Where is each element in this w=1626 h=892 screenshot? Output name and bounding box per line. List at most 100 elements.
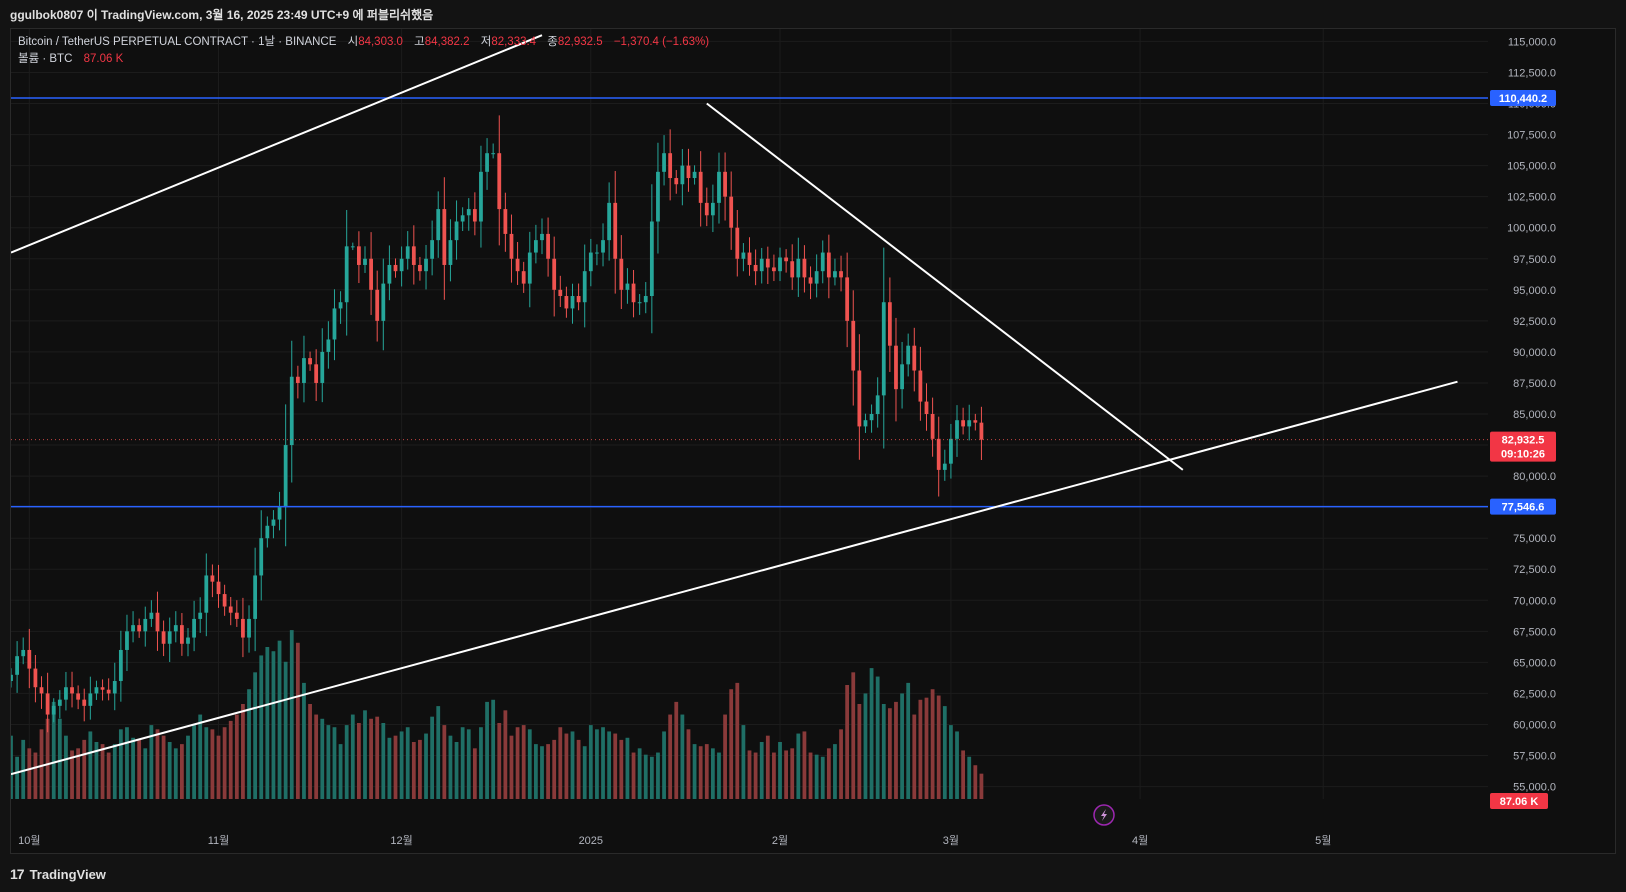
volume-bar	[857, 704, 862, 799]
volume-bar	[228, 720, 233, 799]
tradingview-logo-icon: 17	[10, 866, 25, 882]
volume-bar	[442, 725, 447, 799]
volume-bar	[546, 744, 550, 799]
candle-body	[912, 345, 917, 371]
candle-body	[198, 612, 203, 619]
volume-bar	[515, 727, 520, 799]
candle-body	[778, 257, 782, 272]
candle-body	[735, 227, 740, 259]
candle-body	[112, 681, 117, 694]
volume-bar	[692, 744, 697, 799]
volume-bar	[186, 735, 190, 799]
time-tick-label: 10월	[18, 834, 40, 847]
time-tick-label: 11월	[208, 834, 230, 847]
price-tick-label: 75,000.0	[1513, 533, 1556, 545]
volume-bar	[686, 729, 691, 799]
volume-bar	[70, 750, 74, 799]
candle-body	[521, 271, 526, 284]
volume-bar	[698, 746, 703, 799]
candle-body	[729, 196, 734, 228]
volume-bar	[961, 750, 966, 799]
volume-bar	[833, 744, 837, 799]
volume-bar	[222, 727, 227, 799]
price-tick-label: 70,000.0	[1513, 595, 1556, 607]
volume-bar	[863, 693, 868, 799]
volume-bar	[430, 716, 435, 799]
candle-body	[350, 246, 355, 248]
volume-bar	[637, 748, 642, 799]
volume-bar	[887, 708, 892, 799]
candle-body	[503, 209, 508, 234]
footer-brand[interactable]: 17 TradingView	[10, 866, 106, 882]
volume-bar	[216, 735, 221, 799]
volume-bar	[393, 735, 398, 799]
candle-body	[546, 233, 550, 259]
candle-body	[356, 246, 361, 265]
volume-bar	[491, 699, 496, 799]
volume-bar	[704, 744, 709, 799]
candle-body	[491, 153, 496, 155]
volume-bar	[399, 731, 404, 799]
lightning-icon[interactable]	[1093, 804, 1115, 826]
candle-body	[338, 302, 343, 309]
high-value: 84,382.2	[424, 36, 470, 48]
candle-body	[875, 395, 880, 414]
candle-body	[967, 420, 972, 427]
candle-body	[894, 345, 898, 390]
price-axis[interactable]: 115,000.0112,500.0110,000.0107,500.0105,…	[1507, 36, 1556, 793]
volume-badge-label: 87.06 K	[1500, 796, 1539, 808]
volume-bar	[503, 710, 508, 799]
price-tick-label: 57,500.0	[1513, 751, 1556, 763]
volume-bar	[509, 735, 514, 799]
candle-body	[955, 420, 959, 439]
volume-bar	[552, 739, 557, 799]
volume-bar	[277, 640, 282, 799]
candle-body	[833, 271, 837, 278]
candle-body	[155, 612, 160, 632]
volume-bar	[820, 756, 825, 799]
volume-bar	[21, 739, 26, 799]
volume-bar	[845, 685, 850, 799]
volume-bar	[656, 752, 660, 799]
trendline	[706, 102, 1184, 471]
price-tick-label: 60,000.0	[1513, 719, 1556, 731]
volume-bar	[33, 752, 38, 799]
volume-bar	[149, 725, 154, 799]
volume-bar	[88, 731, 93, 799]
candle-body	[540, 233, 544, 241]
volume-bar	[564, 733, 569, 799]
candle-body	[613, 202, 618, 259]
time-tick-label: 5월	[1315, 834, 1331, 847]
volume-label[interactable]: 볼륨 · BTC	[18, 53, 73, 65]
candle-body	[533, 240, 538, 253]
candle-body	[70, 687, 74, 694]
volume-bar	[143, 748, 148, 799]
symbol-title[interactable]: Bitcoin / TetherUS PERPETUAL CONTRACT · …	[18, 36, 337, 48]
candle-body	[161, 631, 166, 644]
volume-bar	[356, 723, 361, 799]
low-label: 저	[480, 36, 492, 48]
price-tick-label: 95,000.0	[1513, 285, 1556, 297]
volume-bar	[710, 748, 715, 799]
volume-bar	[607, 731, 612, 799]
time-axis[interactable]: 10월 11월 12월 2025 2월 3월 4월 5월	[18, 834, 1331, 847]
drawing-layer[interactable]	[11, 34, 1488, 776]
volume-bar	[906, 682, 911, 799]
volume-bar	[82, 739, 87, 799]
candle-body	[320, 351, 325, 383]
price-tick-label: 67,500.0	[1513, 626, 1556, 638]
candle-body	[643, 296, 648, 303]
volume-bar	[765, 735, 770, 799]
price-tick-label: 90,000.0	[1513, 347, 1556, 359]
volume-bar	[424, 733, 428, 799]
price-tick-label: 65,000.0	[1513, 657, 1556, 669]
candle-body	[393, 264, 398, 272]
candle-body	[704, 202, 709, 216]
candle-body	[851, 320, 856, 371]
candle-body	[649, 221, 654, 297]
open-label: 시	[347, 36, 359, 48]
time-tick-label: 2월	[772, 834, 788, 847]
volume-bar	[454, 742, 459, 799]
volume-bar	[418, 739, 422, 799]
